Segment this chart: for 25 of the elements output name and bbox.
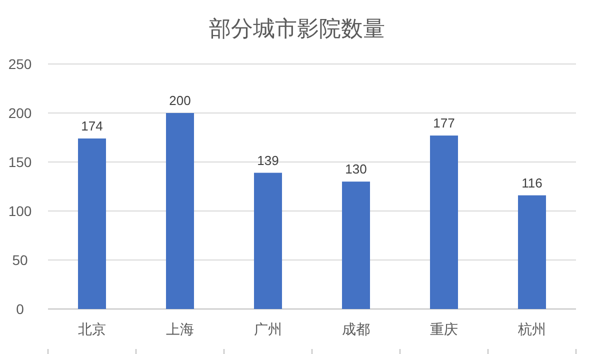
x-tick-label: 成都 [342,321,370,337]
y-tick-label: 0 [16,301,24,317]
bar [518,195,546,309]
y-tick-label: 250 [8,56,32,72]
bar [430,136,458,309]
data-label: 177 [433,116,455,131]
x-tick-label: 广州 [254,321,282,337]
y-tick-label: 150 [8,154,32,170]
data-label: 174 [81,118,103,134]
bar [254,172,282,309]
y-tick-label: 50 [12,252,28,268]
x-tick-label: 北京 [78,321,106,337]
bar [166,113,194,309]
data-label: 116 [522,175,542,190]
y-tick-label: 200 [8,105,32,121]
x-tick-label: 上海 [166,321,194,337]
bar [342,182,370,309]
bar [78,138,106,309]
y-tick-label: 100 [8,203,32,219]
data-label: 200 [169,93,191,108]
data-label: 139 [257,152,279,168]
x-tick-label: 重庆 [430,321,458,337]
data-label: 130 [345,162,367,177]
chart-title: 部分城市影院数量 [209,16,385,41]
x-tick-label: 杭州 [517,321,546,337]
